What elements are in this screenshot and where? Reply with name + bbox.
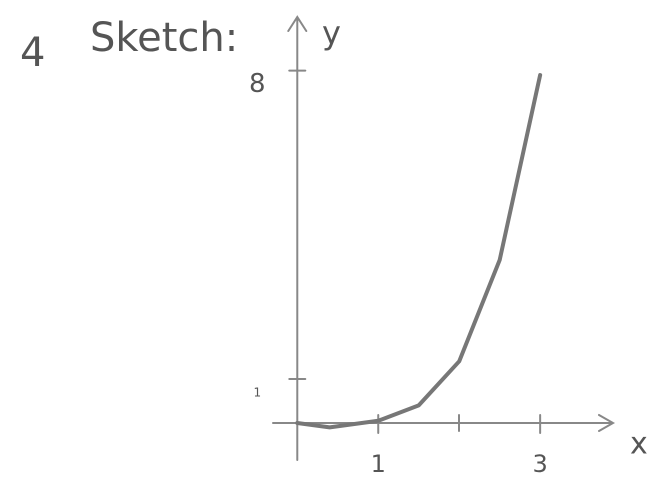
problem-number: 4 <box>20 30 45 76</box>
curve <box>297 75 540 427</box>
x-axis-label: x <box>630 427 648 462</box>
chart-title: Sketch: <box>90 15 238 61</box>
x-tick-label: 3 <box>533 450 548 478</box>
x-tick-label: 1 <box>371 450 386 478</box>
y-axis-label: y <box>322 14 341 52</box>
y-tick-label: 1 <box>253 385 261 399</box>
y-tick-label: 8 <box>249 69 266 99</box>
chart: 4 Sketch: y x 1 3 1 8 <box>0 0 653 482</box>
y-axis <box>288 17 306 460</box>
